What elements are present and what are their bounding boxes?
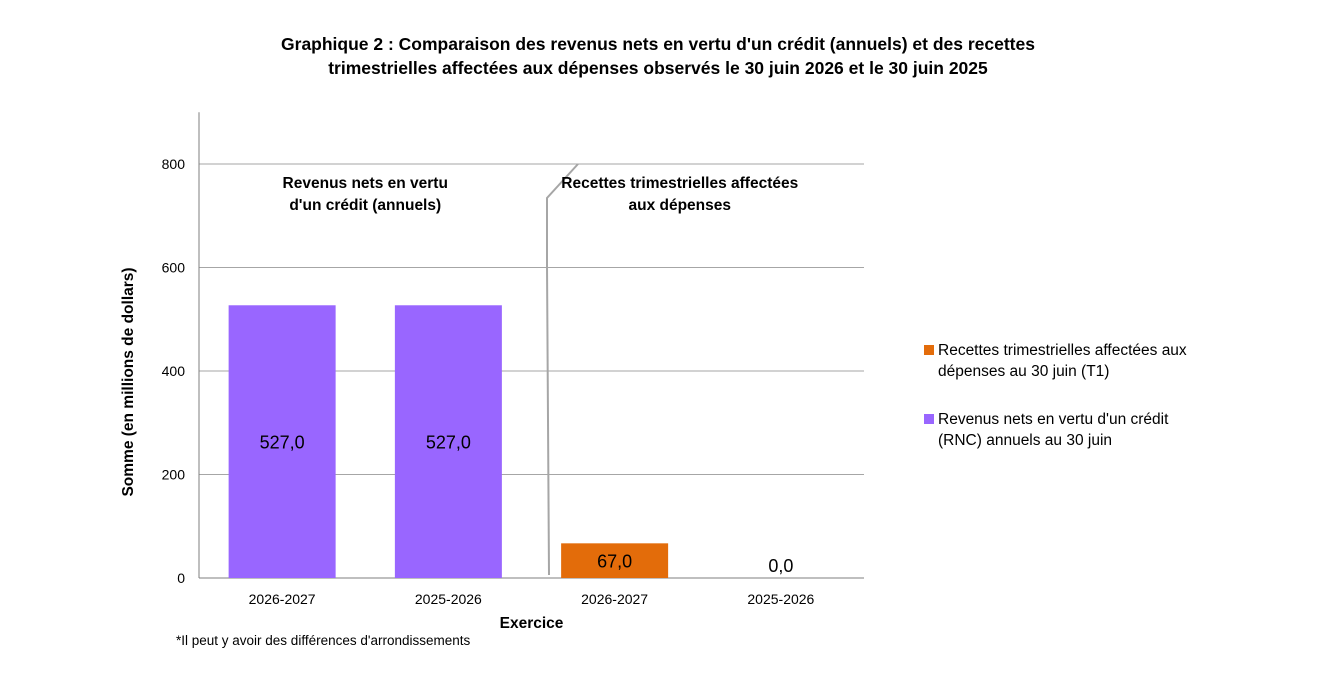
bar-value-label: 0,0 <box>768 556 793 576</box>
bar-value-label: 527,0 <box>260 433 305 453</box>
legend-label: Recettes trimestrielles affectées aux dé… <box>938 342 1187 380</box>
bar-value-label: 527,0 <box>426 433 471 453</box>
x-tick-label: 2025-2026 <box>747 591 814 607</box>
y-tick-label: 0 <box>177 570 185 586</box>
legend-swatch <box>924 345 934 355</box>
x-tick-label: 2026-2027 <box>581 591 648 607</box>
bar-value-label: 67,0 <box>597 552 632 572</box>
bar <box>394 305 502 578</box>
bar <box>228 305 336 578</box>
group-label: d'un crédit (annuels) <box>289 197 441 214</box>
group-label: Recettes trimestrielles affectées <box>561 175 798 192</box>
legend-item: Recettes trimestrielles affectées aux dé… <box>924 340 1208 382</box>
group-label: Revenus nets en vertu <box>283 175 448 192</box>
y-tick-label: 600 <box>162 260 186 276</box>
y-axis-title: Somme (en millions de dollars) <box>120 267 137 496</box>
x-tick-label: 2025-2026 <box>415 591 482 607</box>
chart-legend: Recettes trimestrielles affectées aux dé… <box>924 340 1208 451</box>
y-tick-label: 200 <box>162 467 186 483</box>
x-tick-label: 2026-2027 <box>249 591 316 607</box>
x-axis-title: Exercice <box>500 615 564 632</box>
group-label: aux dépenses <box>628 197 731 214</box>
y-tick-label: 800 <box>162 156 186 172</box>
legend-swatch <box>924 414 934 424</box>
bar <box>561 543 669 578</box>
footnote: *Il peut y avoir des différences d'arron… <box>176 633 471 648</box>
legend-item: Revenus nets en vertu d'un crédit (RNC) … <box>924 409 1208 451</box>
legend-label: Revenus nets en vertu d'un crédit (RNC) … <box>938 411 1169 449</box>
group-separator <box>546 163 579 576</box>
chart-title-line-1: Graphique 2 : Comparaison des revenus ne… <box>281 34 1035 54</box>
chart-title: Graphique 2 : Comparaison des revenus ne… <box>0 32 1316 80</box>
y-tick-label: 400 <box>162 363 186 379</box>
chart-title-line-2: trimestrielles affectées aux dépenses ob… <box>328 58 988 78</box>
